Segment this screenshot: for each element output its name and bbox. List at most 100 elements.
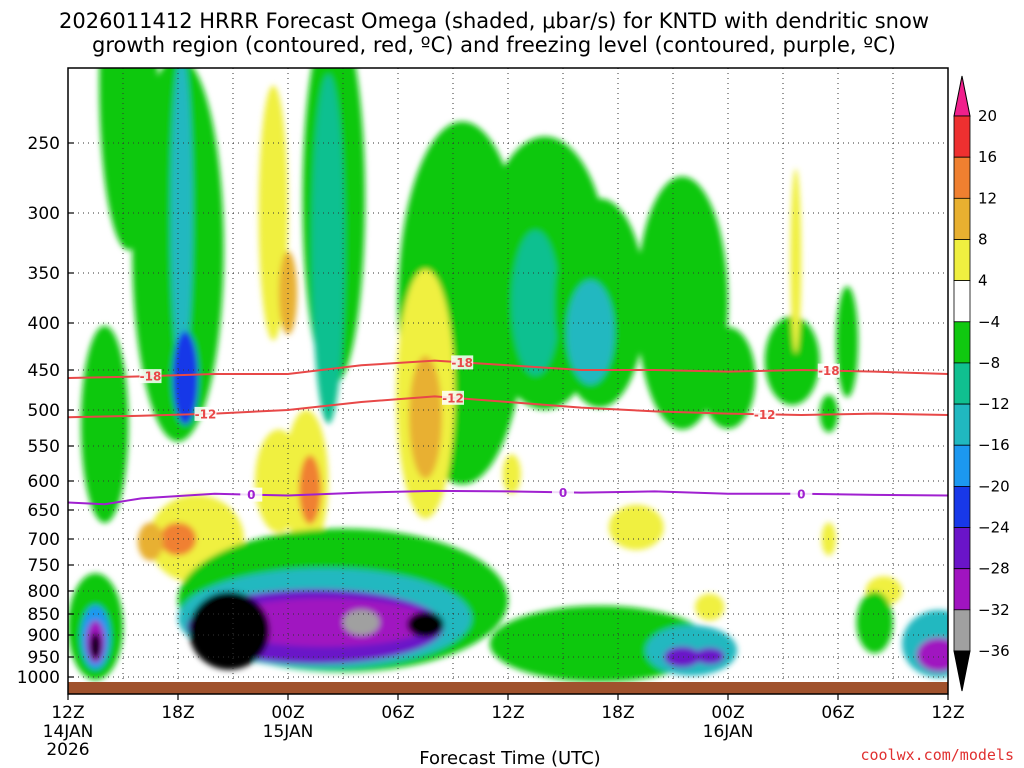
omega-field bbox=[68, 68, 948, 682]
colorbar-swatch-6 bbox=[953, 362, 971, 405]
y-tick-label-850: 850 bbox=[28, 605, 60, 625]
y-tick-label-400: 400 bbox=[28, 314, 60, 334]
y-tick-label-700: 700 bbox=[28, 530, 60, 550]
y-tick-label-900: 900 bbox=[28, 626, 60, 646]
x-tick-label-0: 12Z bbox=[51, 703, 84, 723]
omega-cell-6 bbox=[311, 74, 345, 424]
colorbar-tick-label-13: −36 bbox=[978, 642, 1010, 660]
dgz-minus18-label-bg-2 bbox=[817, 363, 840, 378]
omega-cell-47 bbox=[695, 647, 725, 665]
x-tick-label-7: 06Z bbox=[821, 703, 854, 723]
omega-cell-50 bbox=[916, 637, 948, 672]
y-tick-label-450: 450 bbox=[28, 361, 60, 381]
omega-cell-11 bbox=[566, 280, 615, 385]
dgz-minus12-label-bg-2 bbox=[753, 407, 776, 422]
colorbar-tick-label-2: 12 bbox=[978, 189, 997, 207]
y-tick-label-1000: 1000 bbox=[17, 668, 60, 688]
dgz-minus18-line bbox=[68, 359, 948, 379]
colorbar-swatch-2 bbox=[953, 197, 971, 240]
dgz-minus18-label-bg-1 bbox=[451, 355, 474, 370]
omega-cell-40 bbox=[214, 598, 435, 647]
freezing-level-label-bg-1 bbox=[552, 485, 574, 500]
colorbar-tick-label-8: −16 bbox=[978, 436, 1010, 454]
colorbar-tick-label-12: −32 bbox=[978, 601, 1010, 619]
x-tick-label-8: 12Z bbox=[931, 703, 964, 723]
x-tick-label-3: 06Z bbox=[381, 703, 414, 723]
freezing-level-line bbox=[68, 489, 948, 506]
omega-cell-28 bbox=[608, 504, 664, 550]
omega-cell-32 bbox=[695, 593, 725, 621]
omega-cell-48 bbox=[856, 591, 893, 654]
freezing-level-label-bg-2 bbox=[790, 486, 813, 501]
ground-surface bbox=[68, 682, 948, 694]
colorbar: 20 16 12 8 4 −4 −8 −12 −16 −20 −24 −28 −32 −36 bbox=[953, 75, 1010, 692]
x-tick-label-6: 00Z bbox=[711, 703, 744, 723]
grid-lines bbox=[68, 68, 948, 682]
colorbar-tick-label-0: 20 bbox=[978, 107, 997, 125]
colorbar-swatch-8 bbox=[953, 444, 971, 487]
colorbar-swatch-1 bbox=[953, 156, 971, 199]
x-tick-year-0: 2026 bbox=[46, 740, 89, 760]
colorbar-tick-label-11: −28 bbox=[978, 560, 1010, 578]
omega-cell-22 bbox=[299, 455, 321, 524]
omega-cell-46 bbox=[663, 646, 701, 668]
omega-cell-19 bbox=[137, 522, 164, 561]
dgz-minus18-label-0: -18 bbox=[140, 370, 162, 384]
x-axis-label: Forecast Time (UTC) bbox=[419, 748, 600, 768]
omega-cell-9 bbox=[511, 230, 560, 376]
omega-cell-36 bbox=[90, 632, 101, 660]
y-tick-label-750: 750 bbox=[28, 556, 60, 576]
colorbar-swatch-12 bbox=[953, 609, 971, 652]
site-credit: coolwx.com/models bbox=[860, 746, 1014, 764]
colorbar-tick-label-5: −4 bbox=[978, 313, 1000, 331]
y-tick-label-950: 950 bbox=[28, 648, 60, 668]
y-tick-label-250: 250 bbox=[28, 134, 60, 154]
y-tick-label-600: 600 bbox=[28, 472, 60, 492]
x-tick-date-2: 15JAN bbox=[263, 722, 314, 742]
y-tick-label-300: 300 bbox=[28, 204, 60, 224]
y-tick-label-650: 650 bbox=[28, 501, 60, 521]
colorbar-tick-label-1: 16 bbox=[978, 148, 997, 166]
colorbar-bottom-arrow bbox=[953, 650, 971, 692]
y-tick-label-550: 550 bbox=[28, 437, 60, 457]
y-tick-label-800: 800 bbox=[28, 582, 60, 602]
dgz-minus12-label-bg-0 bbox=[194, 406, 217, 421]
dgz-minus12-label-1: -12 bbox=[442, 391, 464, 405]
colorbar-tick-label-7: −12 bbox=[978, 395, 1010, 413]
omega-cell-14 bbox=[764, 316, 820, 406]
contour-lines: -18 -18 -18 -12 -12 -12 0 0 0 bbox=[68, 355, 948, 506]
plot-area: -18 -18 -18 -12 -12 -12 0 0 0 bbox=[68, 68, 948, 682]
y-axis: 2503003504004505005506006507007508008509… bbox=[17, 134, 74, 688]
omega-cell-41 bbox=[189, 591, 270, 670]
freezing-level-label-2: 0 bbox=[797, 487, 805, 501]
dgz-minus18-label-2: -18 bbox=[818, 364, 840, 378]
colorbar-tick-label-9: −20 bbox=[978, 477, 1010, 495]
colorbar-tick-label-6: −8 bbox=[978, 354, 1000, 372]
colorbar-swatch-0 bbox=[953, 115, 971, 158]
y-tick-label-350: 350 bbox=[28, 264, 60, 284]
colorbar-swatch-9 bbox=[953, 485, 971, 528]
y-tick-label-500: 500 bbox=[28, 401, 60, 421]
colorbar-swatch-3 bbox=[953, 239, 971, 282]
omega-cell-29 bbox=[790, 168, 802, 354]
omega-cell-2 bbox=[170, 68, 193, 372]
omega-cell-4 bbox=[80, 325, 129, 523]
omega-cell-26 bbox=[409, 355, 442, 479]
dgz-minus12-label-2: -12 bbox=[754, 408, 776, 422]
dgz-minus18-label-1: -18 bbox=[451, 356, 473, 370]
colorbar-swatch-10 bbox=[953, 527, 971, 570]
x-tick-date-0: 14JAN bbox=[43, 722, 94, 742]
colorbar-tick-label-4: 4 bbox=[978, 272, 988, 290]
omega-cell-27 bbox=[502, 454, 521, 494]
x-tick-label-5: 18Z bbox=[601, 703, 634, 723]
colorbar-swatch-11 bbox=[953, 568, 971, 611]
omega-cell-42 bbox=[407, 611, 444, 638]
x-tick-label-2: 00Z bbox=[271, 703, 304, 723]
colorbar-top-arrow bbox=[953, 75, 971, 117]
omega-cell-3 bbox=[172, 331, 199, 425]
colorbar-tick-label-3: 8 bbox=[978, 231, 988, 249]
dgz-minus12-label-bg-1 bbox=[442, 390, 464, 405]
freezing-level-label-0: 0 bbox=[247, 488, 255, 502]
